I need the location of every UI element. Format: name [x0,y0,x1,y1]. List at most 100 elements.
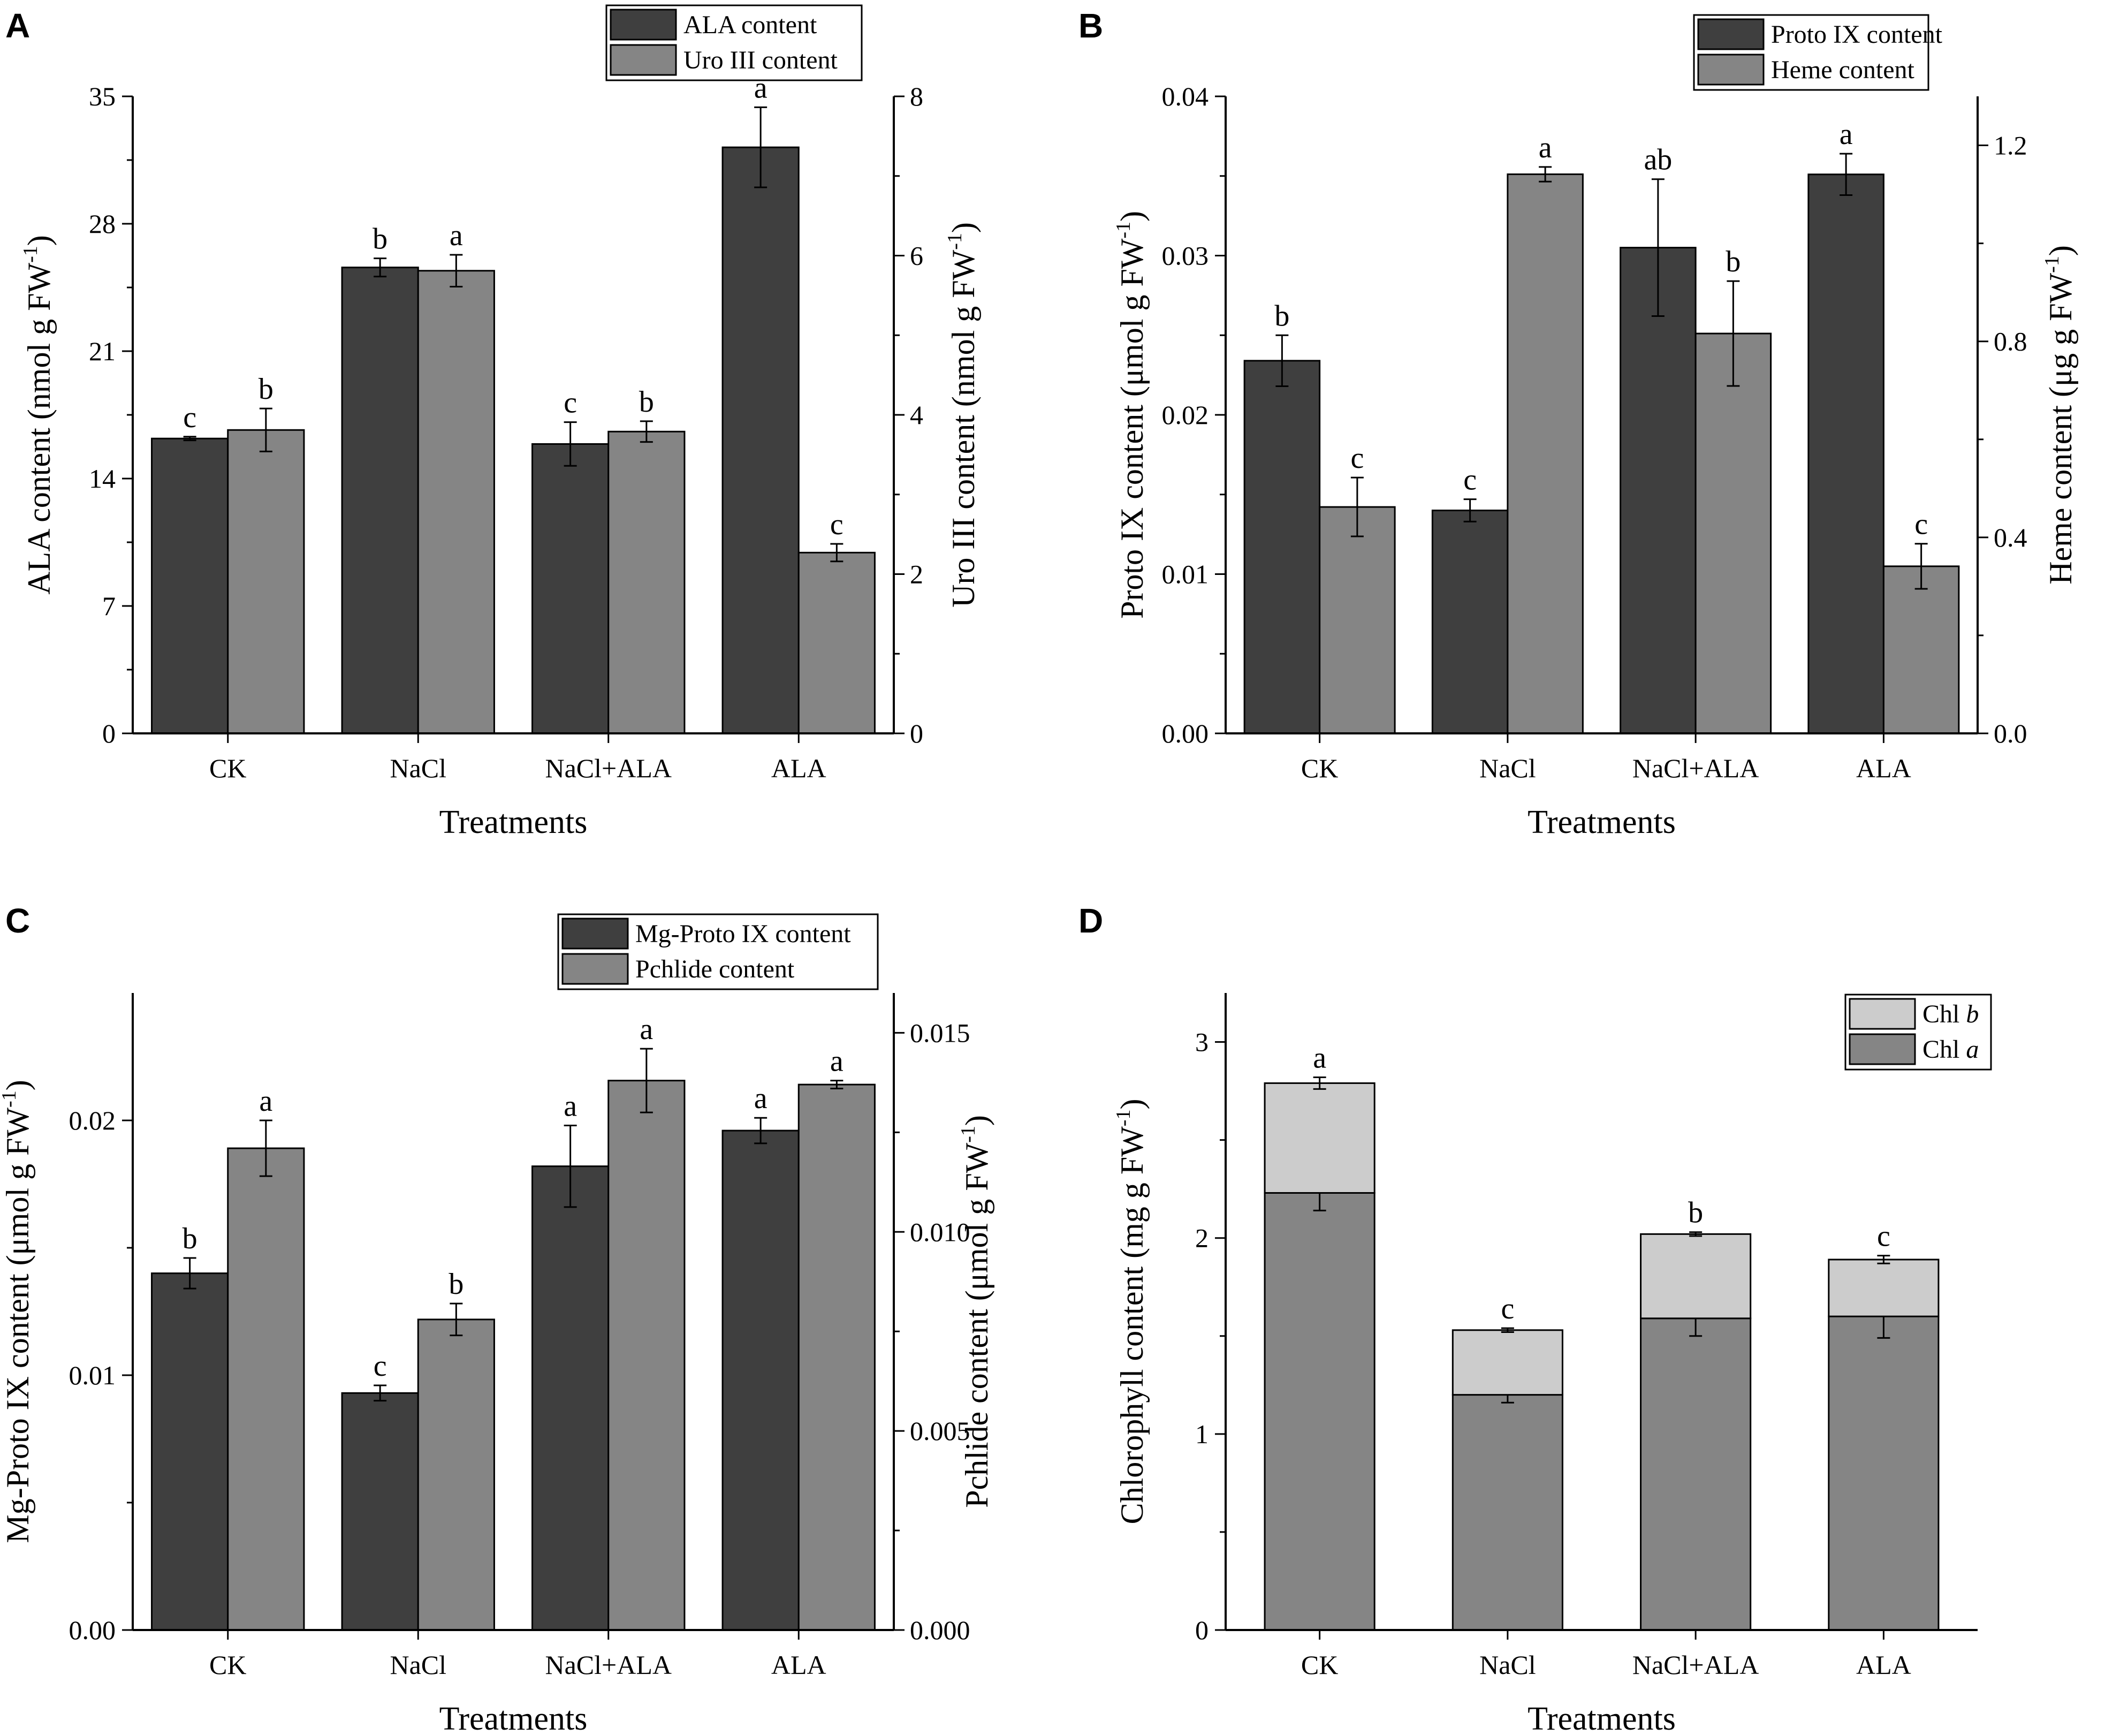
x-tick-label: CK [209,1650,246,1680]
legend-swatch [561,918,629,950]
bar-a-s0-0 [151,437,229,734]
significance-letter: b [183,1222,197,1255]
x-tick-label: NaCl+ALA [545,753,672,783]
significance-letter: a [830,1045,843,1078]
y-tick-label-left: 0.03 [1162,241,1209,271]
legend-label: Chl a [1922,1035,1979,1064]
y-axis-title-right: Uro III content (nmol g FW-1) [944,222,981,608]
bar-b-s0-3 [1807,173,1884,734]
axis-title-close: ) [2043,245,2078,256]
legend-label: Chl b [1922,1000,1979,1028]
significance-letter: c [1350,442,1364,475]
significance-letter: c [183,401,196,434]
significance-letter: b [639,385,654,419]
significance-letter: a [564,1090,577,1123]
axis-title-superscript: -1 [944,233,966,250]
axis-title-superscript: -1 [1112,222,1135,239]
significance-letter: c [1877,1220,1890,1253]
bar-b-s0-1 [1431,510,1509,734]
x-axis-title: Treatments [439,1701,588,1736]
y-tick-label-left: 35 [89,81,116,111]
y-tick-label-left: 3 [1195,1027,1209,1057]
y-tick-label-left: 0.01 [1162,559,1209,589]
y-tick-label-left: 1 [1195,1419,1209,1449]
significance-letter: a [1840,118,1853,151]
legend-swatch [1849,998,1916,1030]
panel-label: B [1078,6,1103,45]
panel-d: DaaccbbbcCKNaClNaCl+ALAALATreatments0123… [1078,901,1992,1736]
y-axis-title-left: ALA content (nmol g FW-1) [19,235,57,595]
bar-b-s1-3 [1882,565,1960,734]
axis-title-superscript: -1 [19,246,42,263]
y-axis-title-left: Mg-Proto IX content (μmol g FW-1) [0,1080,35,1543]
panel-label: D [1078,901,1103,940]
bar-a-s0-1 [341,267,419,734]
stack-d-s0-1 [1452,1394,1563,1631]
legend-label: Uro III content [683,46,838,74]
significance-letter: c [830,508,843,541]
y-tick-label-right: 0.8 [1994,327,2027,357]
y-axis-title-right: Pchlide content (μmol g FW-1) [957,1115,994,1508]
y-tick-label-left: 0 [102,718,116,748]
significance-letter: a [754,1082,767,1115]
significance-letter: b [449,1268,463,1301]
legend-swatch [1849,1033,1916,1065]
x-tick-label: CK [1301,1650,1338,1680]
x-tick-label: NaCl+ALA [1632,1650,1759,1680]
legend-label-italic: b [1966,1000,1979,1028]
y-tick-label-left: 14 [89,464,116,494]
bar-c-s0-0 [151,1272,229,1631]
stack-d-s0-2 [1640,1317,1752,1631]
legend-label-italic: a [1966,1035,1979,1064]
significance-letter: b [373,223,387,256]
legend-label-prefix: Chl [1922,1000,1966,1028]
panel-label: A [5,6,30,45]
y-tick-label-right: 0.015 [910,1018,970,1048]
bar-b-s1-2 [1694,332,1772,734]
significance-letter: b [259,373,273,406]
bar-a-s1-1 [417,270,495,734]
panel-label: C [5,901,30,940]
y-tick-label-left: 0.00 [1162,718,1209,748]
significance-letter: b [1688,1196,1703,1230]
y-axis-title-left: Proto IX content (μmol g FW-1) [1112,211,1150,619]
y-tick-label-right: 6 [910,241,923,271]
bar-c-s0-3 [721,1129,800,1631]
axis-title-text: Heme content (μg g FW [2043,272,2078,584]
axis-title-text: Uro III content (nmol g FW [946,249,981,608]
y-tick-label-left: 28 [89,209,116,239]
stack-d-s1-3 [1828,1259,1940,1317]
y-tick-label-left: 2 [1195,1223,1209,1253]
x-tick-label: NaCl [1479,1650,1536,1680]
bar-c-s1-2 [607,1080,686,1631]
significance-letter: a [1539,131,1552,164]
axis-title-close: ) [1114,211,1150,222]
y-tick-label-right: 0.005 [910,1416,970,1446]
x-tick-label: CK [209,753,246,783]
x-tick-label: ALA [771,753,826,783]
legend-swatch [1697,54,1765,86]
bar-b-s1-0 [1319,506,1396,734]
axis-title-superscript: -1 [957,1126,979,1143]
y-axis-title-right: Heme content (μg g FW-1) [2041,245,2078,585]
legend-label-prefix: Chl [1922,1035,1966,1064]
panel-c: Cb c a a a b a a CK NaCl NaCl+ALA ALA Treatments 0.00… [0,901,994,1736]
significance-letter: c [1914,508,1928,541]
stack-d-s1-1 [1452,1329,1563,1396]
legend-label: Heme content [1771,56,1915,84]
bar-c-s1-3 [797,1083,876,1631]
legend-swatch [610,44,677,76]
x-tick-label: NaCl [390,753,446,783]
y-tick-label-right: 0 [910,718,923,748]
axis-title-text: Chlorophyll content (mg g FW [1114,1126,1150,1525]
legend-swatch [610,9,677,41]
y-axis-title-left: Chlorophyll content (mg g FW-1) [1112,1099,1150,1525]
legend-label: ALA content [683,11,817,39]
legend-label: Pchlide content [635,955,795,983]
y-tick-label-right: 4 [910,400,923,430]
y-tick-label-left: 0.01 [69,1360,116,1390]
y-tick-label-left: 0.04 [1162,81,1209,111]
significance-letter: ab [1644,143,1672,177]
